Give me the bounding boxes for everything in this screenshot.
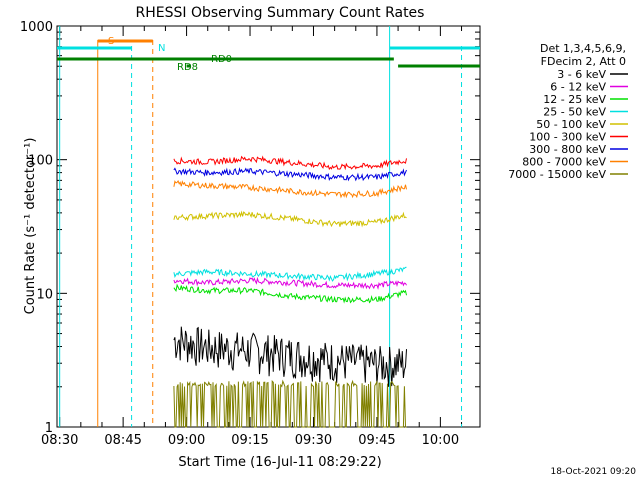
x-tick-label: 10:00 (422, 433, 459, 448)
x-tick-label: 09:00 (168, 433, 205, 448)
flag-label-n: N (158, 43, 165, 54)
y-tick-label: 10 (36, 287, 53, 302)
x-tick-label: 08:30 (41, 433, 78, 448)
series-line-1 (173, 276, 407, 290)
flag-label-rd0: RD0 (211, 54, 232, 65)
legend-label-3: 25 - 50 keV (543, 106, 606, 119)
series-line-4 (173, 210, 407, 228)
y-axis-label: Count Rate (s⁻¹ detector⁻¹) (23, 138, 38, 315)
plot-frame (56, 25, 481, 428)
footer-date: 18-Oct-2021 09:20 (551, 467, 637, 477)
series-line-5 (173, 155, 407, 171)
series-line-8 (173, 379, 407, 428)
series-line-3 (173, 266, 407, 282)
series-line-0 (173, 326, 407, 387)
y-tick-label: 1000 (20, 20, 53, 35)
x-tick-label: 09:30 (295, 433, 332, 448)
chart-title: RHESSI Observing Summary Count Rates (136, 5, 425, 21)
x-tick-label: 08:45 (104, 433, 141, 448)
legend-header-1: Det 1,3,4,5,6,9, (540, 42, 626, 55)
legend-label-5: 100 - 300 keV (529, 131, 606, 144)
y-tick-label: 100 (28, 154, 53, 169)
x-tick-label: 09:45 (358, 433, 395, 448)
x-tick-label: 09:15 (231, 433, 268, 448)
legend-label-8: 7000 - 15000 keV (508, 168, 606, 181)
series-line-6 (173, 167, 407, 182)
plot-area: 1 10 100 1000 08:30 08:45 09:00 09:15 09:30 09:45… (20, 20, 628, 448)
legend-label-0: 3 - 6 keV (557, 68, 606, 81)
legend-label-2: 12 - 25 keV (543, 93, 606, 106)
x-axis-label: Start Time (16-Jul-11 08:29:22) (178, 455, 381, 470)
flag-label-s: S (108, 36, 114, 47)
series-line-7 (173, 179, 407, 199)
legend-header-2: FDecim 2, Att 0 (541, 55, 626, 68)
y-tick-label: 1 (45, 421, 53, 436)
flag-label-rd8: RD8 (177, 62, 198, 73)
legend-label-7: 800 - 7000 keV (522, 156, 606, 169)
series-line-2 (173, 283, 407, 304)
legend-label-4: 50 - 100 keV (536, 118, 606, 131)
legend-label-6: 300 - 800 keV (529, 143, 606, 156)
legend-label-1: 6 - 12 keV (550, 81, 606, 94)
